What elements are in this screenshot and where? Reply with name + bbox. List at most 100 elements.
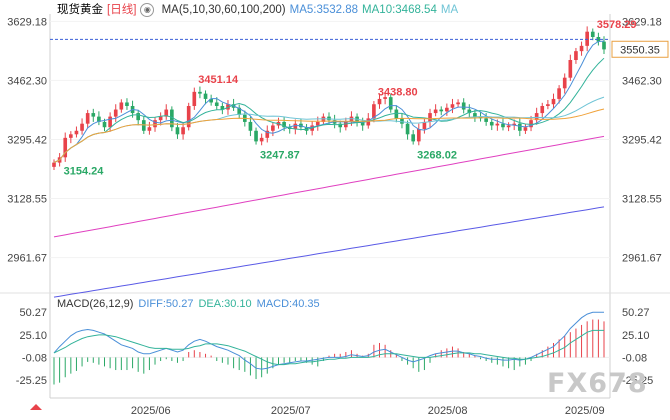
macd-header: MACD(26,12,9) DIFF:50.27 DEA:30.10 MACD:40.… xyxy=(57,297,325,311)
candle-body xyxy=(400,118,404,124)
watermark-logo: FX678 xyxy=(547,368,648,399)
price-tick-label-right: 3128.55 xyxy=(622,194,662,206)
candle-body xyxy=(85,113,90,124)
candle xyxy=(254,127,258,145)
scroll-marker-icon xyxy=(30,404,42,410)
candle-body xyxy=(113,109,118,117)
ma10-value: MA10:3468.54 xyxy=(362,4,437,17)
eye-icon[interactable]: ◉ xyxy=(140,3,155,17)
ma5-value: MA5:3532.88 xyxy=(289,4,359,17)
candle xyxy=(568,54,573,81)
candle-body xyxy=(551,98,556,105)
candle-body xyxy=(254,130,258,142)
price-tick-label-left: 3629.18 xyxy=(7,16,47,28)
candle-body xyxy=(439,109,444,112)
candle xyxy=(237,104,242,119)
candle-body xyxy=(562,77,567,89)
candle xyxy=(198,86,202,99)
candle xyxy=(473,109,477,122)
candle xyxy=(467,104,472,118)
price-tick-label-left: 2961.67 xyxy=(7,253,47,265)
candle-body xyxy=(315,121,320,126)
candle-body xyxy=(74,130,79,135)
macd-diff-value: DIFF:50.27 xyxy=(138,298,194,310)
candle-body xyxy=(108,116,112,128)
candle xyxy=(80,118,84,135)
candle-body xyxy=(506,125,511,128)
candle xyxy=(287,124,292,134)
candle-body xyxy=(97,116,101,122)
candle-body xyxy=(153,120,157,128)
macd-tick-label-right: 50.27 xyxy=(622,307,650,319)
candle xyxy=(259,133,264,146)
price-tick-label-right: 3629.18 xyxy=(622,16,662,28)
candle-body xyxy=(546,104,550,106)
candle-body xyxy=(119,102,124,110)
candle-body xyxy=(568,60,573,78)
candle xyxy=(439,106,444,116)
macd-tick-label-right: -25.25 xyxy=(622,375,653,387)
candle xyxy=(422,118,427,134)
candle-body xyxy=(181,127,185,135)
macd-tick-label-right: 25.10 xyxy=(622,330,650,342)
macd-tick-label-left: -25.25 xyxy=(16,375,47,387)
candle xyxy=(113,104,118,122)
candle-body xyxy=(422,121,427,129)
candle-body xyxy=(512,123,517,126)
candle xyxy=(416,123,421,146)
current-price-tag: 3550.35 xyxy=(620,44,660,56)
candle-body xyxy=(349,116,354,122)
candle xyxy=(147,121,152,135)
candle xyxy=(529,115,533,132)
candle xyxy=(405,120,410,140)
candle-body xyxy=(91,113,96,117)
candle-body xyxy=(136,113,141,121)
candle-body xyxy=(125,102,129,106)
candle-body xyxy=(557,88,561,99)
candle xyxy=(63,132,68,162)
candle-body xyxy=(366,118,371,126)
candle xyxy=(585,26,589,52)
candle-body xyxy=(377,98,382,105)
candle xyxy=(220,102,225,115)
candle-body xyxy=(574,51,578,60)
candle xyxy=(388,93,393,113)
candle xyxy=(52,159,56,171)
current-price-tag-box xyxy=(611,40,669,58)
candle-body xyxy=(489,121,494,126)
candle xyxy=(484,113,488,126)
candle xyxy=(551,93,556,109)
candle-body xyxy=(461,102,466,110)
price-tick-label-left: 3295.42 xyxy=(7,134,47,146)
macd-macd-value: MACD:40.35 xyxy=(256,298,320,310)
candle xyxy=(214,97,219,110)
candle xyxy=(501,118,505,131)
macd-diff-line xyxy=(53,311,604,370)
ma-params[interactable]: MA(5,10,30,60,100,200) xyxy=(161,4,286,17)
candle-body xyxy=(186,106,191,128)
candle xyxy=(574,47,578,64)
candle-body xyxy=(602,41,606,50)
candle-body xyxy=(405,123,410,135)
macd-params[interactable]: MACD(26,12,9) xyxy=(57,298,134,310)
candle-body xyxy=(456,102,460,105)
time-tick-label: 2025/08 xyxy=(428,405,468,417)
candle xyxy=(85,109,90,129)
candle-body xyxy=(467,109,472,114)
time-tick-label: 2025/06 xyxy=(131,405,171,417)
period-label[interactable]: [日线] xyxy=(107,4,137,17)
candle-body xyxy=(372,104,376,119)
candle xyxy=(299,118,303,131)
macd-tick-label-left: -0.08 xyxy=(22,352,47,364)
candle xyxy=(596,32,601,46)
candle xyxy=(203,90,208,105)
macd-tick-label-left: 25.10 xyxy=(19,330,47,342)
candle-body xyxy=(175,127,180,135)
macd-tick-label-right: -0.08 xyxy=(622,352,647,364)
candle-body xyxy=(170,109,174,128)
candle xyxy=(69,131,73,144)
candle-body xyxy=(344,121,348,128)
candle-body xyxy=(164,109,169,117)
candle-body xyxy=(265,130,270,138)
candle-body xyxy=(237,107,242,115)
